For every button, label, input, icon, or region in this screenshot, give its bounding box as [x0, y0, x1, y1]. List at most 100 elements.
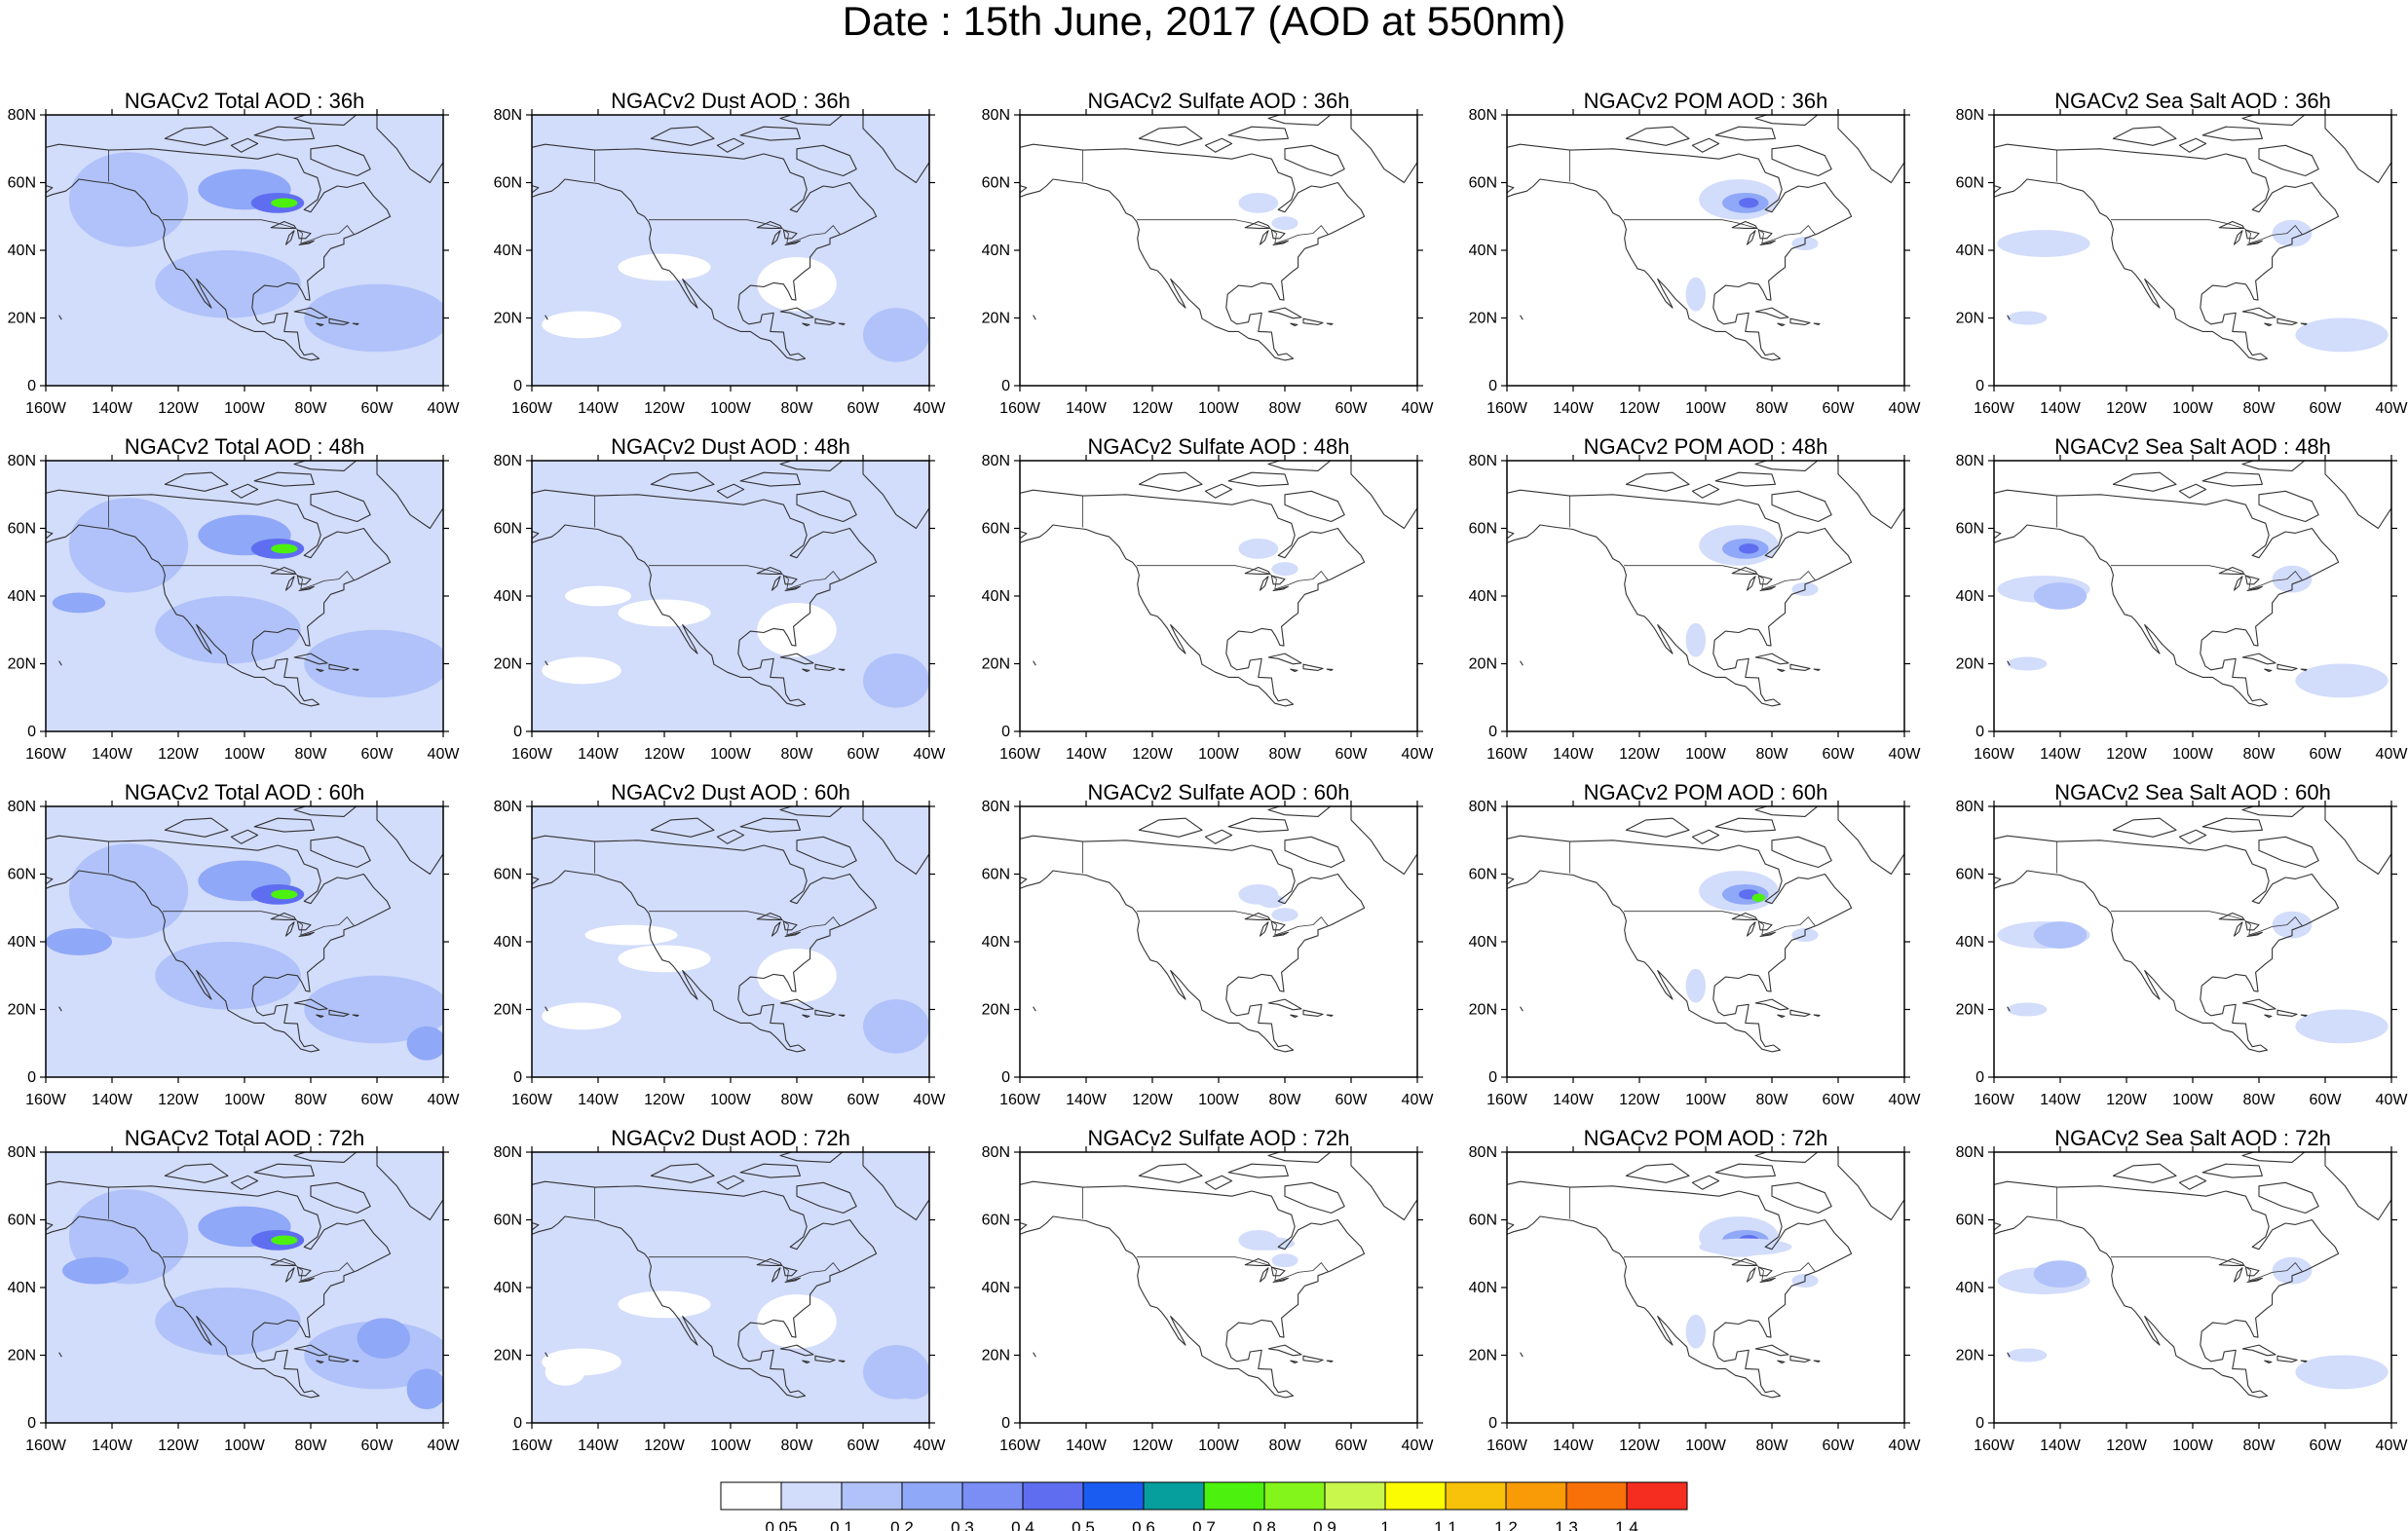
- aod-plume: [2033, 1260, 2088, 1288]
- colorbar-label: 1.2: [1494, 1518, 1518, 1531]
- country-border: [1624, 1256, 1816, 1282]
- map-panel-pom-2: 160W 140W 120W 100W 80W 60W 40W 0 20N 40N 60N 80N: [1469, 799, 1922, 1106]
- lon-tick-label: 80W: [1269, 1438, 1302, 1452]
- lat-tick-label: 80N: [494, 107, 522, 124]
- colorbar-label: 0.8: [1253, 1518, 1276, 1531]
- lat-tick-label: 80N: [8, 799, 36, 815]
- land-outline: [2233, 1267, 2243, 1283]
- land-outline: [253, 817, 315, 833]
- country-border: [1624, 219, 1816, 244]
- lon-tick-label: 100W: [224, 1092, 266, 1106]
- land-outline: [1691, 137, 1720, 153]
- land-outline: [716, 137, 745, 153]
- lat-tick-label: 40N: [494, 243, 522, 259]
- colorbar-box: [720, 1481, 782, 1511]
- lat-tick-label: 20N: [494, 1002, 522, 1019]
- aod-plume: [155, 1287, 301, 1356]
- land-outline: [779, 806, 844, 817]
- land-outline: [2246, 585, 2263, 591]
- lat-tick-label: 20N: [8, 656, 36, 673]
- aod-plume: [304, 975, 443, 1044]
- lat-tick-label: 60N: [1469, 867, 1497, 883]
- panel-title-pom-2: NGACv2 POM AOD : 60h: [1583, 780, 1828, 804]
- land-outline: [1302, 663, 1324, 671]
- lon-tick-label: 100W: [710, 1092, 752, 1106]
- land-outline: [1267, 1344, 1302, 1357]
- land-outline: [739, 1163, 801, 1178]
- lon-tick-label: 160W: [999, 1438, 1041, 1452]
- lat-tick-label: 0: [27, 378, 36, 394]
- lat-tick-label: 0: [27, 1069, 36, 1086]
- lat-tick-label: 20N: [8, 1348, 36, 1364]
- colorbar-label: 0.9: [1313, 1518, 1336, 1531]
- land-outline: [1731, 220, 1758, 229]
- land-outline: [1625, 126, 1690, 146]
- lon-tick-label: 120W: [158, 1438, 200, 1452]
- map-panel-total-0: 160W 140W 120W 100W 80W 60W 40W 0 20N 40N 60N 80N: [8, 107, 461, 415]
- aod-plume: [1238, 192, 1279, 213]
- land-outline: [2241, 1152, 2306, 1163]
- lon-tick-label: 60W: [361, 1092, 395, 1106]
- land-outline: [2112, 817, 2177, 838]
- lon-tick-label: 40W: [1889, 1438, 1922, 1452]
- lon-tick-label: 160W: [1974, 1438, 2015, 1452]
- land-outline: [1754, 307, 1789, 319]
- lat-tick-label: 0: [1001, 1415, 1010, 1432]
- land-outline: [1244, 1257, 1271, 1266]
- map-panel-total-3: 160W 140W 120W 100W 80W 60W 40W 0 20N 40N 60N 80N: [8, 1144, 461, 1452]
- map-panel-sulfate-1: 160W 140W 120W 100W 80W 60W 40W 0 20N 40N 60N 80N: [982, 453, 1435, 761]
- land-outline: [838, 322, 846, 325]
- colorbar-box: [1022, 1481, 1084, 1511]
- lon-tick-label: 80W: [1269, 1092, 1302, 1106]
- aod-plume: [1271, 1253, 1298, 1268]
- country-border: [2111, 219, 2303, 244]
- land-outline: [1270, 920, 1286, 931]
- lon-tick-label: 120W: [644, 400, 686, 415]
- land-outline: [1244, 912, 1271, 920]
- lon-tick-label: 120W: [158, 400, 200, 415]
- land-outline: [298, 240, 315, 245]
- land-outline: [376, 806, 443, 876]
- land-outline: [316, 1014, 324, 1019]
- lat-tick-label: 0: [1975, 378, 1984, 394]
- lon-tick-label: 160W: [1486, 1438, 1528, 1452]
- land-outline: [650, 1163, 715, 1183]
- land-outline: [1746, 1267, 1756, 1283]
- land-outline: [296, 920, 312, 931]
- island-outline: [58, 1006, 62, 1012]
- lon-tick-label: 80W: [295, 400, 328, 415]
- land-outline: [1789, 663, 1811, 671]
- aod-plume: [46, 928, 112, 955]
- colorbar-box: [1445, 1481, 1507, 1511]
- land-outline: [352, 1360, 359, 1363]
- land-outline: [802, 1360, 810, 1364]
- lon-tick-label: 60W: [1336, 746, 1369, 761]
- land-outline: [1757, 229, 1773, 240]
- land-outline: [771, 576, 781, 591]
- lon-tick-label: 40W: [1402, 1438, 1435, 1452]
- land-outline: [2324, 461, 2391, 530]
- lat-tick-label: 60N: [1956, 521, 1984, 538]
- aod-plume: [2007, 1002, 2048, 1017]
- lat-tick-label: 20N: [1469, 1348, 1497, 1364]
- land-outline: [2178, 1175, 2207, 1190]
- land-outline: [802, 322, 810, 327]
- lon-tick-label: 60W: [1823, 746, 1856, 761]
- land-outline: [756, 912, 783, 920]
- land-outline: [1227, 471, 1289, 487]
- land-outline: [1777, 1014, 1786, 1019]
- land-outline: [796, 1181, 857, 1214]
- lat-tick-label: 0: [1488, 1415, 1497, 1432]
- land-outline: [1754, 115, 1819, 126]
- land-outline: [2112, 471, 2177, 492]
- land-outline: [779, 307, 814, 319]
- colorbar-label: 0.1: [830, 1518, 853, 1531]
- lat-tick-label: 40N: [982, 588, 1010, 605]
- aod-plume: [618, 945, 711, 973]
- land-outline: [779, 1152, 844, 1163]
- island-outline: [545, 1006, 548, 1012]
- coastline: [1507, 489, 1853, 707]
- colorbar-label: 1.1: [1434, 1518, 1457, 1531]
- coastline: [532, 489, 878, 707]
- island-outline: [1033, 315, 1036, 320]
